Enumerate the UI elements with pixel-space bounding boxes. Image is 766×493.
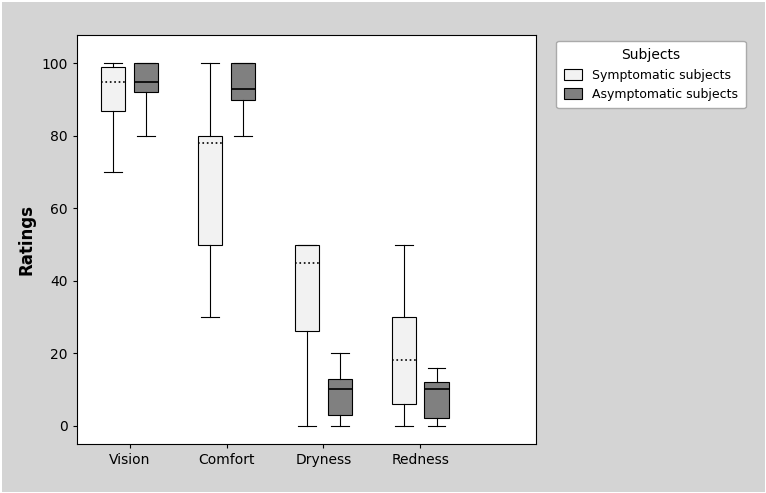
PathPatch shape xyxy=(391,317,416,404)
Legend: Symptomatic subjects, Asymptomatic subjects: Symptomatic subjects, Asymptomatic subje… xyxy=(556,41,746,108)
PathPatch shape xyxy=(231,64,255,100)
Y-axis label: Ratings: Ratings xyxy=(18,204,36,275)
PathPatch shape xyxy=(295,245,319,331)
PathPatch shape xyxy=(328,379,352,415)
PathPatch shape xyxy=(134,64,159,93)
PathPatch shape xyxy=(424,382,449,419)
PathPatch shape xyxy=(101,67,126,110)
PathPatch shape xyxy=(198,136,222,245)
